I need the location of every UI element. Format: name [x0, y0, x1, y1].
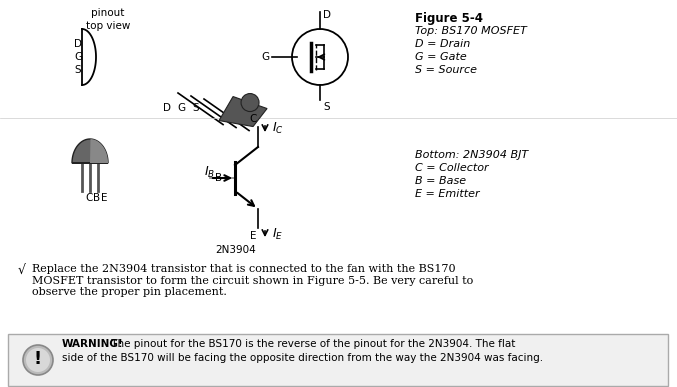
Text: B: B [215, 173, 222, 183]
Text: !: ! [34, 350, 42, 368]
Text: D: D [74, 39, 82, 49]
Text: √: √ [18, 264, 26, 277]
Text: B = Base: B = Base [415, 176, 466, 186]
Text: D = Drain: D = Drain [415, 39, 471, 49]
Text: pinout
top view: pinout top view [86, 8, 130, 31]
Text: Replace the 2N3904 transistor that is connected to the fan with the BS170
MOSFET: Replace the 2N3904 transistor that is co… [32, 264, 473, 297]
Text: G = Gate: G = Gate [415, 52, 466, 62]
Text: Figure 5-4: Figure 5-4 [415, 12, 483, 25]
Text: The pinout for the BS170 is the reverse of the pinout for the 2N3904. The flat: The pinout for the BS170 is the reverse … [108, 339, 515, 349]
Text: $I_E$: $I_E$ [272, 226, 283, 241]
Text: $I_C$: $I_C$ [272, 120, 284, 135]
Text: C: C [85, 193, 92, 203]
Text: G: G [262, 52, 270, 62]
Text: S = Source: S = Source [415, 65, 477, 75]
Text: C: C [249, 114, 257, 124]
Text: WARNING!: WARNING! [62, 339, 124, 349]
Text: S: S [193, 103, 199, 113]
Text: $I_B$: $I_B$ [204, 165, 215, 180]
Text: 2N3904: 2N3904 [215, 245, 256, 255]
Text: side of the BS170 will be facing the opposite direction from the way the 2N3904 : side of the BS170 will be facing the opp… [62, 353, 543, 363]
Text: G: G [177, 103, 185, 113]
Polygon shape [72, 139, 108, 163]
Polygon shape [72, 139, 108, 163]
Text: Top: BS170 MOSFET: Top: BS170 MOSFET [415, 26, 527, 36]
Text: E: E [101, 193, 108, 203]
Text: E = Emitter: E = Emitter [415, 189, 479, 199]
Text: Bottom: 2N3904 BJT: Bottom: 2N3904 BJT [415, 150, 528, 160]
Text: D: D [323, 10, 331, 20]
FancyBboxPatch shape [8, 334, 668, 386]
Text: C = Collector: C = Collector [415, 163, 489, 173]
Text: S: S [323, 102, 330, 112]
Text: E: E [250, 231, 257, 241]
Text: B: B [93, 193, 100, 203]
Circle shape [241, 94, 259, 111]
Text: D: D [163, 103, 171, 113]
Text: G: G [74, 52, 82, 62]
Text: S: S [74, 65, 81, 75]
Polygon shape [219, 96, 267, 127]
Circle shape [26, 348, 50, 372]
Circle shape [23, 345, 53, 375]
